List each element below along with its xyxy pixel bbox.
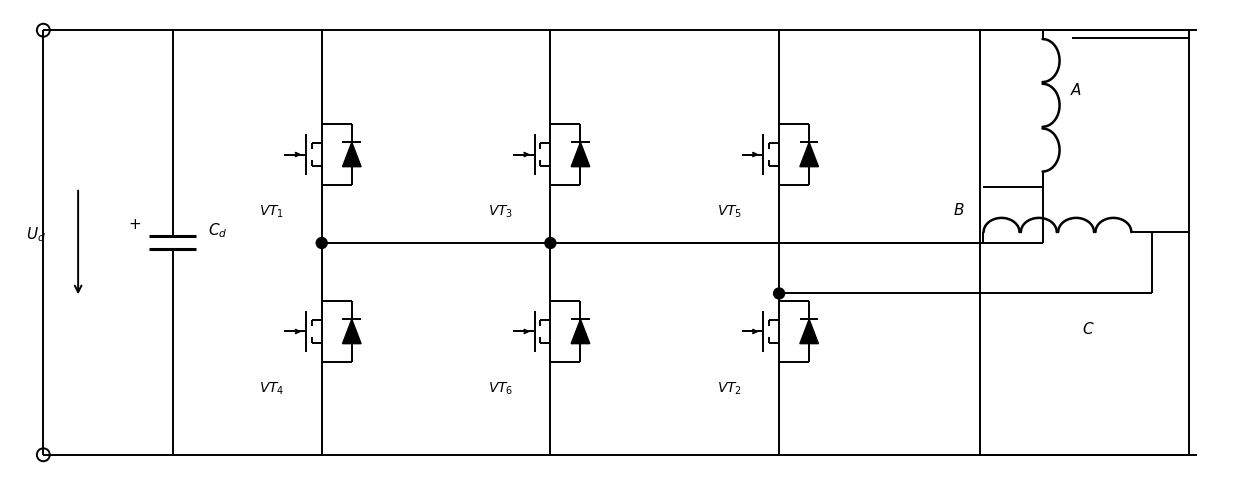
- Text: $VT_4$: $VT_4$: [259, 381, 285, 397]
- Text: +: +: [129, 216, 141, 231]
- Text: $B$: $B$: [954, 202, 965, 218]
- Circle shape: [316, 238, 327, 248]
- Text: $A$: $A$: [1070, 82, 1083, 98]
- Text: $VT_5$: $VT_5$: [716, 204, 742, 220]
- Polygon shape: [571, 142, 590, 166]
- Circle shape: [545, 238, 556, 248]
- Text: $VT_2$: $VT_2$: [717, 381, 742, 397]
- Polygon shape: [342, 319, 361, 344]
- Text: $C_d$: $C_d$: [208, 221, 228, 240]
- Text: $VT_3$: $VT_3$: [488, 204, 513, 220]
- Text: $C$: $C$: [1083, 320, 1095, 336]
- Polygon shape: [342, 142, 361, 166]
- Polygon shape: [800, 142, 819, 166]
- Text: $VT_1$: $VT_1$: [259, 204, 285, 220]
- Polygon shape: [571, 319, 590, 344]
- Text: $VT_6$: $VT_6$: [488, 381, 513, 397]
- Text: $U_d$: $U_d$: [26, 225, 46, 244]
- Polygon shape: [800, 319, 819, 344]
- Circle shape: [773, 288, 784, 299]
